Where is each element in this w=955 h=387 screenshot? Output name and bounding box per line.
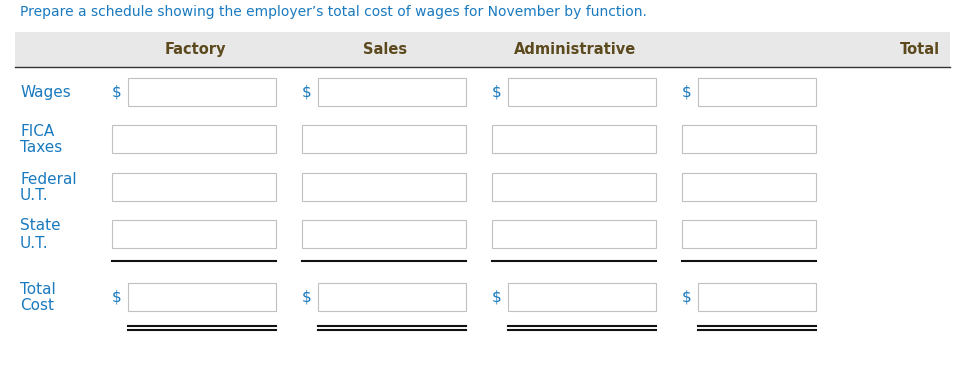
Bar: [112, 173, 276, 201]
Text: $: $: [492, 84, 501, 99]
Bar: [128, 283, 276, 311]
Bar: [302, 220, 466, 248]
Bar: [15, 32, 950, 67]
Bar: [112, 125, 276, 153]
Text: U.T.: U.T.: [20, 188, 49, 204]
Text: Federal: Federal: [20, 171, 76, 187]
Bar: [492, 173, 656, 201]
Text: $: $: [492, 289, 501, 305]
Bar: [492, 220, 656, 248]
Text: U.T.: U.T.: [20, 236, 49, 250]
Text: Prepare a schedule showing the employer’s total cost of wages for November by fu: Prepare a schedule showing the employer’…: [20, 5, 647, 19]
Bar: [302, 173, 466, 201]
Text: Administrative: Administrative: [514, 42, 636, 57]
Text: $: $: [112, 84, 121, 99]
Bar: [682, 220, 816, 248]
Bar: [682, 173, 816, 201]
Text: $: $: [302, 289, 311, 305]
Bar: [112, 220, 276, 248]
Text: Taxes: Taxes: [20, 140, 62, 156]
Bar: [128, 78, 276, 106]
Bar: [698, 283, 816, 311]
Text: Cost: Cost: [20, 298, 54, 313]
Text: Total: Total: [900, 42, 940, 57]
Text: Sales: Sales: [363, 42, 407, 57]
Bar: [682, 125, 816, 153]
Text: $: $: [302, 84, 311, 99]
Text: Wages: Wages: [20, 84, 71, 99]
Text: $: $: [112, 289, 121, 305]
Text: Factory: Factory: [164, 42, 225, 57]
Bar: [318, 78, 466, 106]
Text: FICA: FICA: [20, 123, 54, 139]
Text: State: State: [20, 219, 60, 233]
Bar: [508, 283, 656, 311]
Text: $: $: [682, 84, 691, 99]
Text: Total: Total: [20, 281, 55, 296]
Bar: [318, 283, 466, 311]
Bar: [508, 78, 656, 106]
Bar: [698, 78, 816, 106]
Bar: [492, 125, 656, 153]
Bar: [302, 125, 466, 153]
Text: $: $: [682, 289, 691, 305]
